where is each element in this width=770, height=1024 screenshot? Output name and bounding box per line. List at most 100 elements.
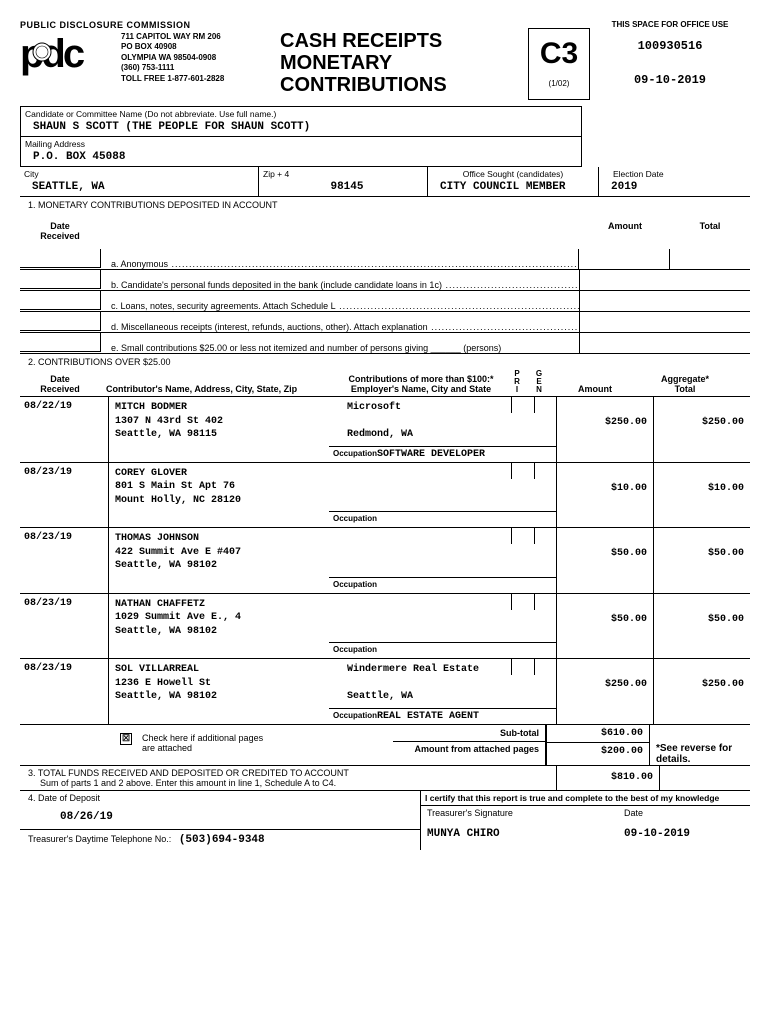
additional-pages-checkbox[interactable]: ☒ — [120, 733, 132, 745]
contrib-employer: Windermere Real EstateSeattle, WA — [341, 659, 511, 708]
line-a: a. Anonymous — [20, 249, 750, 270]
zip-value: 98145 — [263, 179, 423, 194]
contrib-aggregate: $10.00 — [653, 463, 750, 528]
line-e: e. Small contributions $25.00 or less no… — [20, 333, 750, 354]
contrib-occupation-row: Occupation — [329, 511, 556, 527]
contrib-occupation-row: Occupation — [329, 642, 556, 658]
section3-sub: Sum of parts 1 and 2 above. Enter this a… — [28, 778, 548, 788]
contribution-row: 08/22/19 MITCH BODMER1307 N 43rd St 402S… — [20, 397, 750, 463]
date-received-header2: DateReceived — [20, 374, 100, 394]
total-header: Total — [670, 221, 750, 241]
line-c: c. Loans, notes, security agreements. At… — [20, 291, 750, 312]
deposit-lines: a. Anonymous b. Candidate's personal fun… — [20, 249, 750, 354]
employer-header: Contributions of more than $100:* Employ… — [336, 374, 506, 394]
subtotal-label: Sub-total — [393, 725, 545, 742]
contrib-date: 08/22/19 — [20, 397, 108, 462]
contrib-date: 08/23/19 — [20, 528, 108, 593]
contribution-row: 08/23/19 SOL VILLARREAL1236 E Howell StS… — [20, 659, 750, 725]
candidate-name: SHAUN S SCOTT (THE PEOPLE FOR SHAUN SCOT… — [25, 119, 577, 134]
attached-label: Amount from attached pages — [393, 742, 545, 758]
logo-block: PUBLIC DISCLOSURE COMMISSION pdc 711 CAP… — [20, 20, 270, 84]
contrib-aggregate: $250.00 — [653, 397, 750, 462]
gen-header: GEN — [528, 370, 550, 394]
certification-block: 4. Date of Deposit 08/26/19 Treasurer's … — [20, 791, 750, 850]
contrib-name-addr: THOMAS JOHNSON422 Summit Ave E #407Seatt… — [109, 528, 341, 577]
treasurer-signature: MUNYA CHIRO — [427, 818, 612, 840]
section1-headers: DateReceived Amount Total — [20, 213, 750, 249]
form-revision: (1/02) — [529, 79, 589, 88]
contrib-name-addr: SOL VILLARREAL1236 E Howell StSeattle, W… — [109, 659, 341, 708]
pri-gen-checkboxes — [511, 659, 556, 675]
contrib-amount: $250.00 — [556, 397, 653, 462]
aggregate-header: Aggregate*Total — [640, 374, 730, 394]
zip-label: Zip + 4 — [263, 169, 423, 179]
contrib-amount: $10.00 — [556, 463, 653, 528]
pri-gen-checkboxes — [511, 463, 556, 479]
pri-gen-checkboxes — [511, 397, 556, 413]
additional-pages-label: Check here if additional pages are attac… — [142, 733, 272, 753]
office-use-block: THIS SPACE FOR OFFICE USE 100930516 09-1… — [590, 20, 750, 87]
election-date-label: Election Date — [603, 169, 746, 179]
section3-row: 3. TOTAL FUNDS RECEIVED AND DEPOSITED OR… — [20, 766, 750, 791]
section3-title: 3. TOTAL FUNDS RECEIVED AND DEPOSITED OR… — [28, 768, 548, 778]
subtotal-block: ☒ Check here if additional pages are att… — [20, 725, 750, 766]
commission-name: PUBLIC DISCLOSURE COMMISSION — [20, 20, 270, 30]
pri-gen-checkboxes — [511, 528, 556, 544]
contrib-aggregate: $250.00 — [653, 659, 750, 724]
mailing-address: P.O. BOX 45088 — [25, 149, 577, 164]
signature-date: 09-10-2019 — [624, 818, 744, 840]
line-b: b. Candidate's personal funds deposited … — [20, 270, 750, 291]
contrib-employer — [341, 594, 511, 643]
contrib-amount: $50.00 — [556, 528, 653, 593]
contrib-date: 08/23/19 — [20, 463, 108, 528]
form-code-box: C3 (1/02) — [528, 28, 590, 100]
office-use-label: THIS SPACE FOR OFFICE USE — [590, 20, 750, 29]
contrib-occupation-row: Occupation — [329, 577, 556, 593]
signature-date-label: Date — [624, 808, 744, 818]
attached-value: $200.00 — [546, 743, 649, 765]
treasurer-phone: (503)694-9348 — [179, 834, 265, 846]
treasurer-phone-label: Treasurer's Daytime Telephone No.: — [28, 834, 171, 844]
contrib-aggregate: $50.00 — [653, 594, 750, 659]
form-code: C3 — [529, 37, 589, 71]
contribution-row: 08/23/19 NATHAN CHAFFETZ1029 Summit Ave … — [20, 594, 750, 660]
contrib-date: 08/23/19 — [20, 659, 108, 724]
city-value: SEATTLE, WA — [24, 179, 254, 194]
contrib-name-addr: COREY GLOVER801 S Main St Apt 76Mount Ho… — [109, 463, 341, 512]
commission-address: 711 CAPITOL WAY RM 206 PO BOX 40908 OLYM… — [121, 32, 224, 84]
contribution-row: 08/23/19 COREY GLOVER801 S Main St Apt 7… — [20, 463, 750, 529]
candidate-box: Candidate or Committee Name (Do not abbr… — [20, 106, 582, 167]
contrib-amount: $250.00 — [556, 659, 653, 724]
line-d: d. Miscellaneous receipts (interest, ref… — [20, 312, 750, 333]
office-date: 09-10-2019 — [590, 73, 750, 87]
section1-title: 1. MONETARY CONTRIBUTIONS DEPOSITED IN A… — [20, 197, 750, 213]
contribution-headers: DateReceived Contributor's Name, Address… — [20, 370, 750, 397]
pri-header: PRI — [506, 370, 528, 394]
pri-gen-checkboxes — [511, 594, 556, 610]
office-id: 100930516 — [590, 39, 750, 53]
subtotal-value: $610.00 — [546, 725, 649, 743]
contributor-header: Contributor's Name, Address, City, State… — [100, 384, 336, 394]
pdc-logo-icon: pdc — [20, 32, 115, 77]
candidate-name-label: Candidate or Committee Name (Do not abbr… — [25, 109, 577, 119]
contributions-list: 08/22/19 MITCH BODMER1307 N 43rd St 402S… — [20, 397, 750, 725]
contrib-occupation-row: OccupationREAL ESTATE AGENT — [329, 708, 556, 724]
city-zip-office-row: City SEATTLE, WA Zip + 4 98145 Office So… — [20, 167, 750, 197]
contrib-name-addr: NATHAN CHAFFETZ1029 Summit Ave E., 4Seat… — [109, 594, 341, 643]
contrib-amount: $50.00 — [556, 594, 653, 659]
form-title: CASH RECEIPTS MONETARY CONTRIBUTIONS — [270, 20, 528, 96]
section4-title: 4. Date of Deposit — [20, 791, 420, 805]
section2-title: 2. CONTRIBUTIONS OVER $25.00 — [20, 354, 750, 370]
see-reverse-note: *See reverse for details. — [649, 725, 750, 765]
election-date: 2019 — [603, 179, 746, 194]
total-funds: $810.00 — [557, 766, 660, 790]
form-header: PUBLIC DISCLOSURE COMMISSION pdc 711 CAP… — [20, 20, 750, 100]
contribution-row: 08/23/19 THOMAS JOHNSON422 Summit Ave E … — [20, 528, 750, 594]
date-received-header: DateReceived — [20, 221, 100, 241]
certification-text: I certify that this report is true and c… — [421, 791, 750, 806]
office-sought-label: Office Sought (candidates) — [432, 169, 594, 179]
contrib-name-addr: MITCH BODMER1307 N 43rd St 402Seattle, W… — [109, 397, 341, 446]
amount-header2: Amount — [550, 384, 640, 394]
signature-label: Treasurer's Signature — [427, 808, 612, 818]
city-label: City — [24, 169, 254, 179]
